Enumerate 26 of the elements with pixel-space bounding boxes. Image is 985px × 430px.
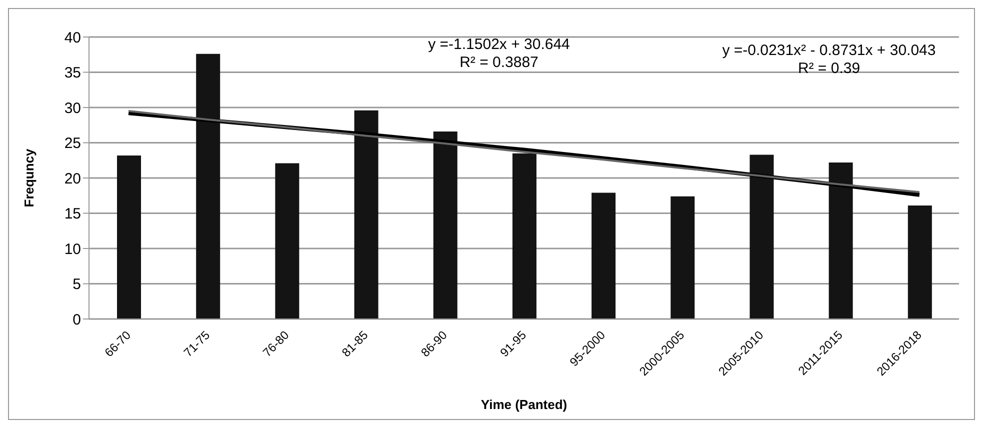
bar xyxy=(828,162,853,319)
bar xyxy=(592,192,616,319)
y-tick-label: 25 xyxy=(64,135,81,152)
y-tick-label: 30 xyxy=(64,100,81,117)
y-tick-label: 5 xyxy=(72,276,81,294)
annotation: R² = 0.3887 xyxy=(460,54,538,71)
bar xyxy=(433,131,458,319)
bar xyxy=(512,153,536,319)
annotation: y =-0.0231x² - 0.8731x + 30.043 xyxy=(722,42,936,59)
y-tick-label: 20 xyxy=(64,170,81,188)
bar xyxy=(196,54,220,319)
y-tick-label: 35 xyxy=(64,64,81,82)
annotation: y =-1.1502x + 30.644 xyxy=(428,36,570,53)
y-tick-label: 40 xyxy=(64,29,81,46)
bar xyxy=(670,196,695,319)
y-axis-title: Frequncy xyxy=(22,148,37,208)
bar xyxy=(275,163,300,319)
annotation: R² = 0.39 xyxy=(798,60,860,77)
bar xyxy=(750,154,774,319)
y-tick-label: 10 xyxy=(64,240,81,258)
bar xyxy=(908,205,932,319)
bar xyxy=(117,155,141,319)
y-tick-label: 15 xyxy=(64,206,81,223)
y-tick-label: 0 xyxy=(72,311,81,328)
bar xyxy=(354,110,378,319)
x-axis-title: Yime (Panted) xyxy=(480,397,568,412)
